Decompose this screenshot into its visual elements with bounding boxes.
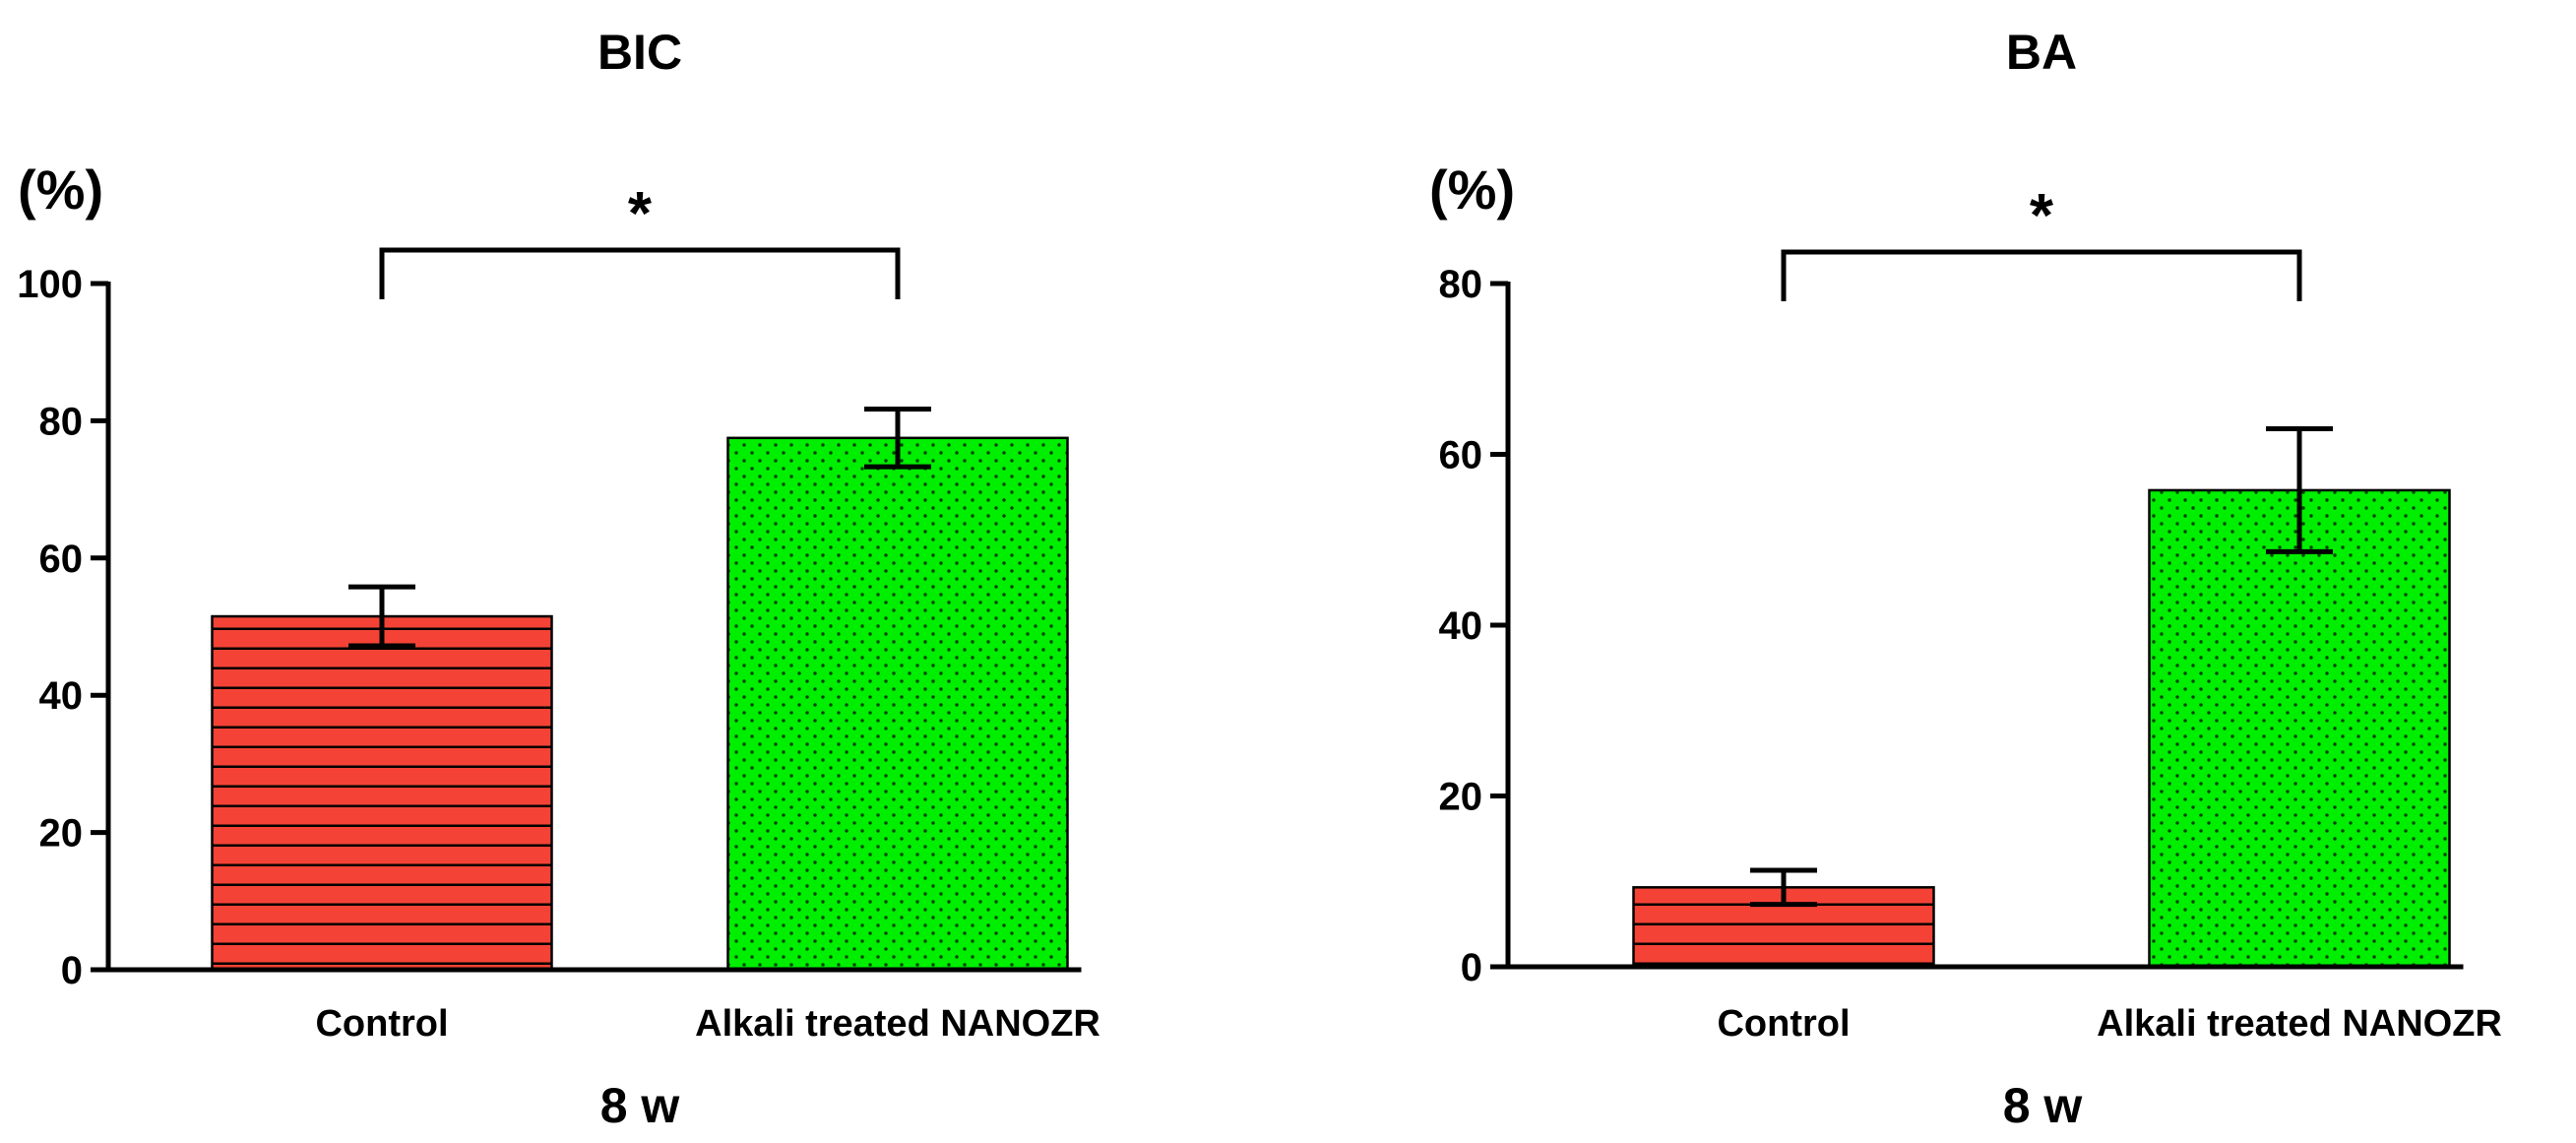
- bic-y-tick-label-40: 40: [39, 674, 84, 718]
- bic-chart-title: BIC: [597, 25, 682, 80]
- bic-category-label-alkali-treated-nanozr: Alkali treated NANOZR: [695, 1003, 1100, 1045]
- ba-category-label-control: Control: [1717, 1003, 1850, 1045]
- ba-x-axis-label: 8 w: [2003, 1078, 2083, 1133]
- ba-chart: BA (%) Control Alkali treated NANOZR 0 20 40 60…: [1429, 25, 2502, 1133]
- bic-y-tick-label-20: 20: [39, 812, 84, 856]
- ba-y-axis-label: (%): [1429, 159, 1515, 221]
- ba-bar-alkali-treated-nanozr: [2148, 488, 2451, 969]
- ba-y-tick-label-40: 40: [1439, 604, 1483, 648]
- bic-chart: BIC (%) Control Alkali treated NANOZR 0 20 40 6…: [17, 25, 1100, 1133]
- bic-bar-alkali-treated-nanozr: [726, 436, 1069, 972]
- ba-category-label-alkali-treated-nanozr: Alkali treated NANOZR: [2097, 1003, 2502, 1045]
- bic-y-tick-label-0: 0: [61, 949, 83, 992]
- bic-bar-control: [211, 614, 553, 972]
- bic-error-bar-alkali-treated-nanozr: [864, 407, 931, 470]
- ba-y-tick-label-80: 80: [1439, 263, 1483, 306]
- ba-error-bar-control: [1750, 867, 1817, 908]
- ba-significance-bracket: [1781, 249, 2302, 301]
- bic-significance-bracket: [379, 247, 901, 299]
- bic-error-bar-control: [348, 584, 415, 649]
- ba-error-bar-alkali-treated-nanozr: [2266, 425, 2333, 554]
- bic-category-label-control: Control: [315, 1003, 448, 1045]
- ba-chart-title: BA: [2006, 25, 2077, 80]
- bic-x-axis-label: 8 w: [600, 1078, 680, 1133]
- bic-y-tick-label-60: 60: [39, 538, 84, 581]
- ba-y-tick-label-20: 20: [1439, 776, 1483, 819]
- ba-significance-marker: *: [2030, 182, 2054, 250]
- bic-significance-marker: *: [628, 180, 653, 248]
- bic-y-tick-label-100: 100: [17, 263, 83, 306]
- ba-y-tick-label-0: 0: [1461, 946, 1482, 989]
- bic-y-axis-label: (%): [18, 159, 103, 221]
- ba-y-tick-label-60: 60: [1439, 434, 1483, 477]
- bic-y-tick-label-80: 80: [39, 400, 84, 443]
